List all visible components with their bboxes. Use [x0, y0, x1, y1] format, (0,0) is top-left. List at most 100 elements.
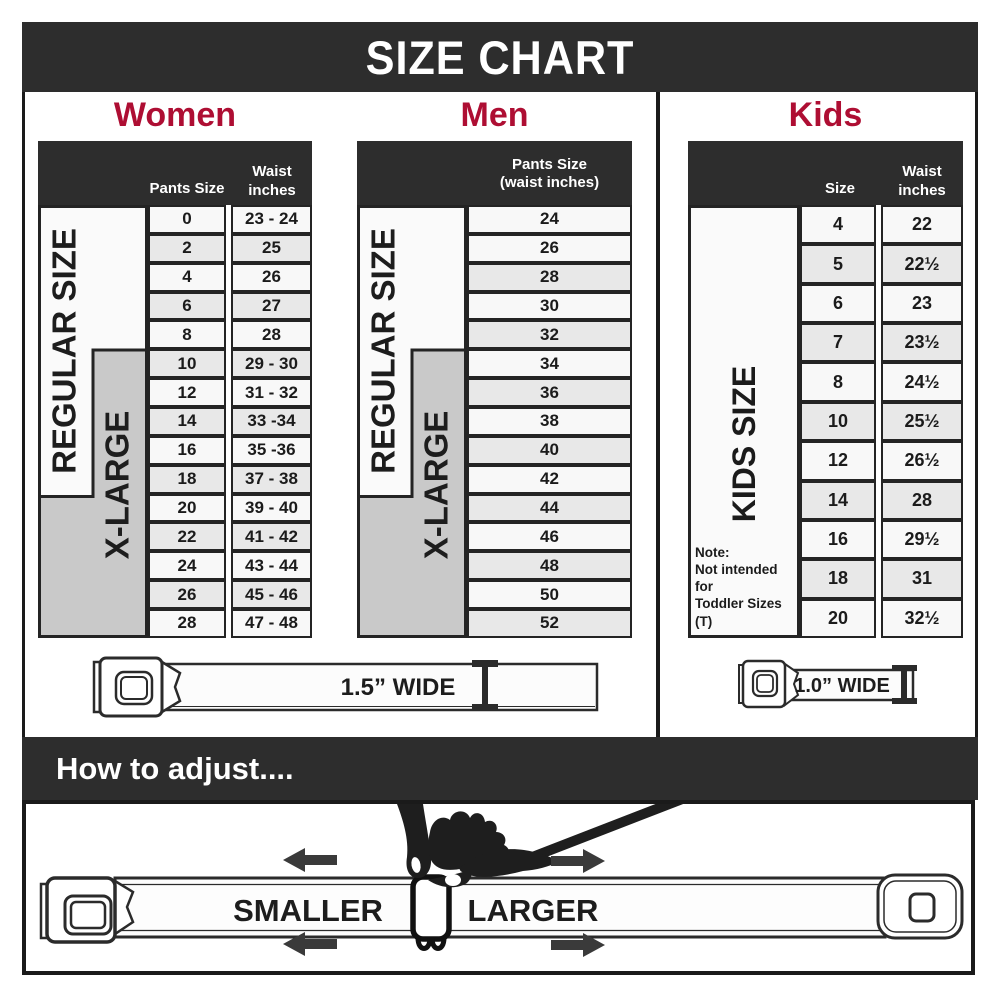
table-row: 5 22½ — [800, 244, 963, 284]
waist-inches-cell: 35 -36 — [231, 435, 312, 465]
waist-inches-cell: 23½ — [881, 323, 963, 363]
women-waist-header: Waist inches — [248, 163, 296, 199]
table-row: 2 25 — [148, 233, 312, 263]
pants-size-cell: 12 — [148, 378, 226, 408]
fingernail — [411, 857, 421, 873]
note-line2: Toddler Sizes (T) — [695, 596, 782, 629]
pants-size-cell: 42 — [467, 464, 632, 494]
women-x-large-label: X-LARGE — [99, 411, 136, 560]
men-pants-size-header: Pants Size (waist inches) — [467, 156, 632, 193]
pants-size-cell: 26 — [467, 233, 632, 263]
size-cell: 16 — [800, 519, 876, 560]
men-size-table: Pants Size (waist inches) REGULAR SIZE X… — [357, 141, 632, 638]
waist-inches-cell: 41 - 42 — [231, 522, 312, 552]
note-title: Note: — [695, 544, 730, 560]
table-row: 44 — [467, 493, 632, 523]
pants-size-cell: 50 — [467, 580, 632, 610]
table-row: 52 — [467, 609, 632, 638]
width-measure-icon — [892, 665, 917, 704]
kids-table-header: Size Waist inches — [688, 141, 963, 205]
table-row: 48 — [467, 551, 632, 581]
adult-belt-illustration: 1.5” WIDE — [92, 656, 599, 718]
pants-size-cell: 40 — [467, 435, 632, 465]
table-row: 14 28 — [800, 480, 963, 520]
larger-label: LARGER — [468, 893, 599, 928]
waist-inches-cell: 33 -34 — [231, 407, 312, 436]
adjuster-loop-left — [415, 937, 433, 951]
kids-note: Note: Not intended for Toddler Sizes (T) — [695, 544, 797, 630]
waist-inches-cell: 25 — [231, 233, 312, 263]
size-cell: 10 — [800, 401, 876, 442]
waist-inches-cell: 45 - 46 — [231, 580, 312, 610]
pants-size-cell: 20 — [148, 493, 226, 523]
men-regular-size-label: REGULAR SIZE — [365, 228, 402, 474]
table-row: 30 — [467, 291, 632, 321]
men-size-category-labels: REGULAR SIZE X-LARGE — [357, 205, 467, 638]
waist-inches-cell: 22½ — [881, 244, 963, 284]
waist-inches-cell: 31 — [881, 559, 963, 599]
smaller-label: SMALLER — [233, 893, 383, 928]
pants-size-cell: 6 — [148, 291, 226, 321]
pants-size-cell: 44 — [467, 493, 632, 523]
table-row: 46 — [467, 522, 632, 552]
pants-size-cell: 46 — [467, 522, 632, 552]
width-measure-icon — [472, 660, 498, 711]
pants-size-cell: 28 — [148, 609, 226, 638]
waist-inches-cell: 25½ — [881, 401, 963, 442]
adjustment-diagram: SMALLER LARGER — [39, 804, 964, 957]
belt-strap — [158, 662, 599, 712]
pants-size-cell: 0 — [148, 205, 226, 234]
waist-inches-cell: 23 — [881, 283, 963, 324]
table-row: 18 37 - 38 — [148, 464, 312, 494]
kids-waist-header: Waist inches — [898, 163, 946, 199]
pants-size-cell: 30 — [467, 291, 632, 321]
size-cell: 14 — [800, 480, 876, 520]
x-large-region — [38, 348, 148, 638]
women-pants-size-header: Pants Size — [149, 179, 225, 197]
size-cell: 18 — [800, 559, 876, 599]
women-table-header: Pants Size Waist inches — [38, 141, 312, 205]
pants-size-cell: 22 — [148, 522, 226, 552]
size-cell: 6 — [800, 283, 876, 324]
table-row: 8 24½ — [800, 362, 963, 402]
kids-belt-illustration: 1.0” WIDE — [738, 659, 917, 709]
men-table-header: Pants Size (waist inches) — [357, 141, 632, 205]
arrow-left-icon — [283, 848, 337, 872]
pants-size-cell: 36 — [467, 378, 632, 408]
table-row: 8 28 — [148, 320, 312, 350]
men-heading: Men — [460, 96, 529, 134]
belt-strap — [113, 876, 887, 939]
size-cell: 12 — [800, 441, 876, 481]
thumbnail — [445, 874, 461, 886]
buckle-button-inner — [120, 676, 148, 700]
women-size-category-labels: REGULAR SIZE X-LARGE — [38, 205, 148, 638]
size-cell: 8 — [800, 362, 876, 402]
men-header-line2: (waist inches) — [499, 174, 600, 192]
waist-inches-cell: 28 — [231, 320, 312, 350]
kids-belt-width-label: 1.0” WIDE — [794, 675, 890, 697]
pants-size-cell: 2 — [148, 233, 226, 263]
waist-inches-cell: 26 — [231, 262, 312, 292]
pants-size-cell: 24 — [467, 205, 632, 234]
table-row: 6 27 — [148, 291, 312, 321]
table-row: 6 23 — [800, 283, 963, 324]
page-title: SIZE CHART — [365, 30, 635, 84]
pants-size-cell: 14 — [148, 407, 226, 436]
kids-table-rows: 4 22 5 22½ 6 23 7 23½ — [800, 205, 963, 638]
kids-size-header: Size — [824, 179, 855, 197]
arrow-right-icon — [551, 933, 605, 957]
pants-size-cell: 18 — [148, 464, 226, 494]
table-row: 38 — [467, 407, 632, 436]
waist-inches-cell: 47 - 48 — [231, 609, 312, 638]
pants-size-cell: 48 — [467, 551, 632, 581]
table-row: 22 41 - 42 — [148, 522, 312, 552]
size-cell: 20 — [800, 598, 876, 638]
waist-inches-cell: 28 — [881, 480, 963, 520]
buckle-button-inner — [756, 674, 774, 693]
table-row: 24 43 - 44 — [148, 551, 312, 581]
waist-inches-cell: 27 — [231, 291, 312, 321]
how-to-adjust-band: How to adjust.... — [22, 737, 978, 800]
note-line1: Not intended for — [695, 561, 778, 595]
pants-size-cell: 34 — [467, 349, 632, 379]
